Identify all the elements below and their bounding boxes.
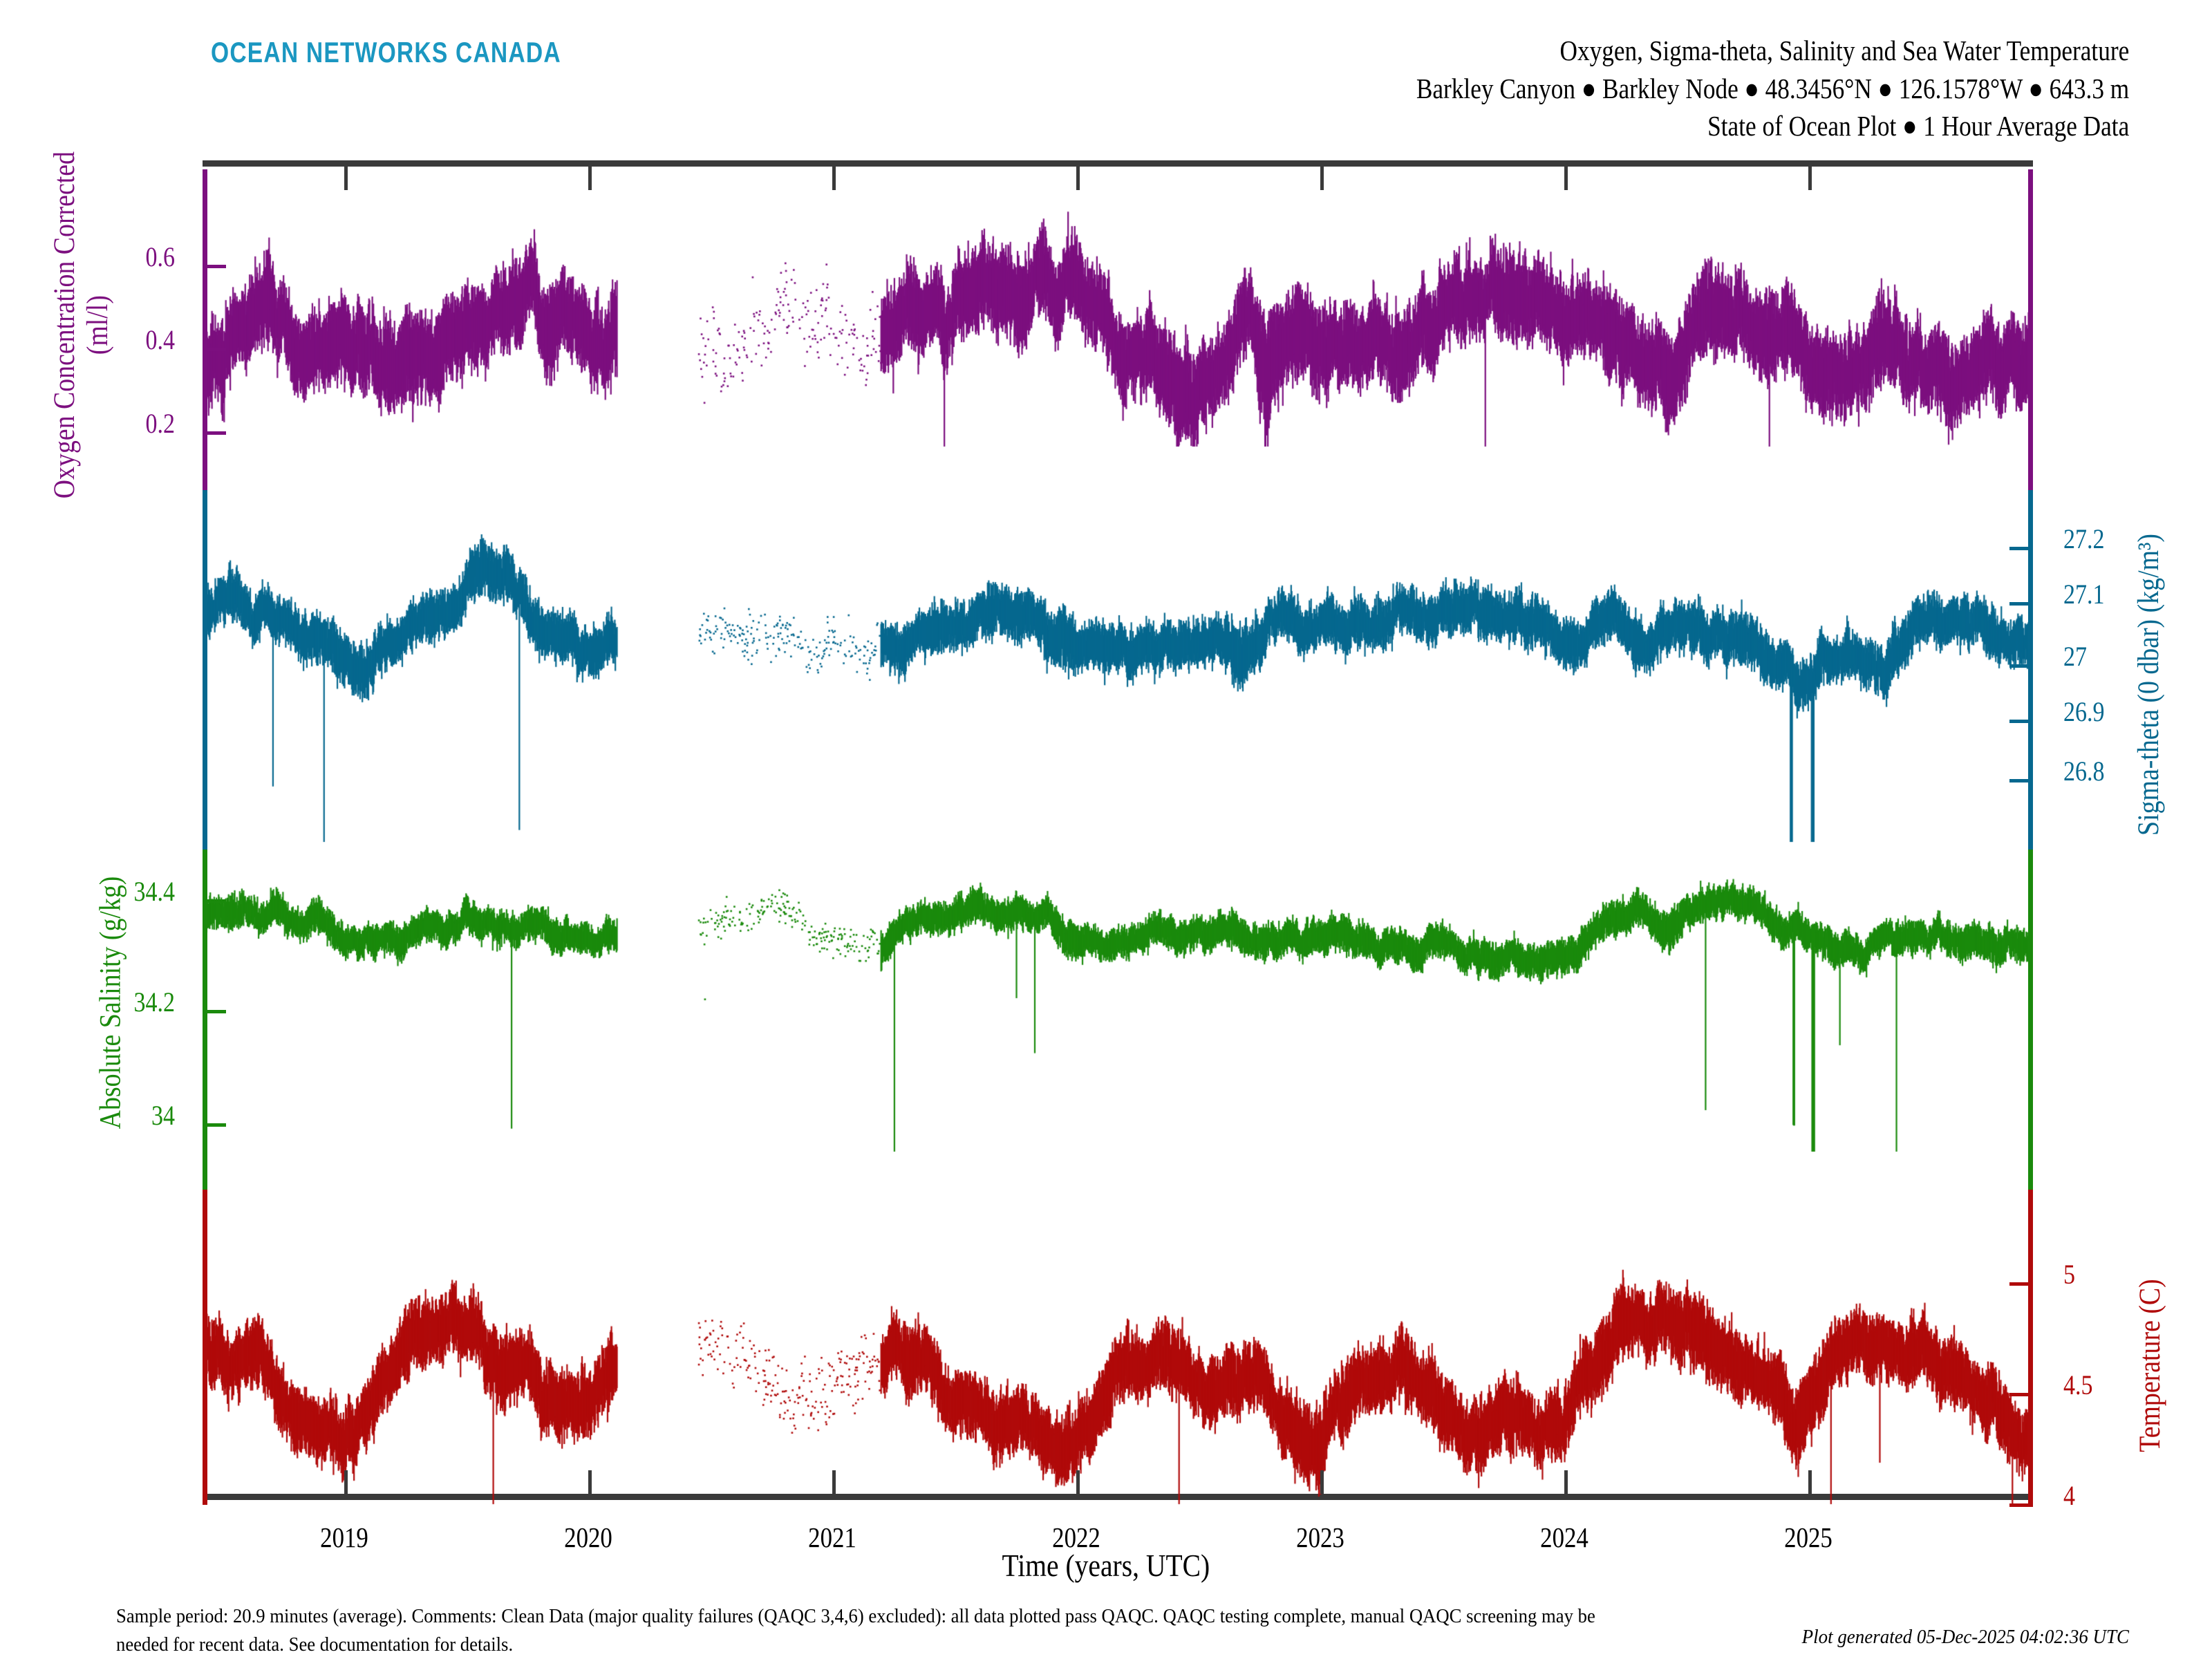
tick-label-sigma-3: 26.9 [2063,696,2105,727]
x-tick-bottom-5 [1564,1470,1568,1494]
ocean-networks-canada-logo: OCEAN NETWORKS CANADA [211,36,561,68]
axis-spine-sigma [2028,490,2033,850]
tick-sigma-4 [2009,779,2033,782]
x-tick-bottom-1 [588,1470,592,1494]
x-tick-top-3 [1076,167,1080,190]
tick-oxygen-1 [203,348,226,351]
axis-spine-temperature [2028,1190,2033,1505]
tick-temperature-1 [2009,1393,2033,1396]
plot-generated-timestamp: Plot generated 05-Dec-2025 04:02:36 UTC [1801,1626,2129,1648]
tick-label-oxygen-0: 0.6 [145,241,176,272]
tick-label-salinity-0: 34.4 [133,876,176,907]
x-tick-top-6 [1808,167,1812,190]
x-tick-label-6: 2025 [1784,1521,1833,1553]
x-tick-top-2 [832,167,836,190]
tick-label-temperature-2: 4 [2063,1480,2075,1511]
axis-spine-oxygen [203,169,207,490]
tick-sigma-2 [2009,664,2033,668]
tick-oxygen-2 [203,431,226,435]
x-tick-label-3: 2022 [1052,1521,1100,1553]
tick-label-salinity-1: 34.2 [133,986,176,1018]
plot-frame [203,160,2033,1507]
x-tick-top-5 [1564,167,1568,190]
tick-label-temperature-0: 5 [2063,1259,2075,1290]
x-tick-top-4 [1320,167,1324,190]
axis-spine-mirror-temperature [203,1190,207,1505]
x-tick-label-2: 2021 [808,1521,856,1553]
x-tick-label-5: 2024 [1540,1521,1588,1553]
tick-label-sigma-1: 27.1 [2063,579,2105,610]
axis-title-time-text: Time (years, UTC) [1002,1548,1210,1583]
tick-temperature-2 [2009,1503,2033,1507]
tick-sigma-0 [2009,547,2033,550]
tick-label-oxygen-1: 0.4 [145,324,176,355]
time-series-canvas [203,167,2033,1506]
tick-salinity-2 [203,1123,226,1127]
footer-note: Sample period: 20.9 minutes (average). C… [116,1605,1595,1656]
tick-label-sigma-2: 27 [2063,641,2087,672]
tick-label-oxygen-2: 0.2 [145,408,176,439]
tick-label-salinity-2: 34 [151,1100,175,1131]
axis-spine-mirror-oxygen [2028,169,2033,490]
tick-sigma-3 [2009,720,2033,723]
x-tick-label-4: 2023 [1296,1521,1344,1553]
chart-title-block: Oxygen, Sigma-theta, Salinity and Sea Wa… [1300,32,2129,145]
x-tick-bottom-2 [832,1470,836,1494]
tick-salinity-1 [203,1010,226,1013]
tick-oxygen-0 [203,265,226,268]
tick-label-temperature-1: 4.5 [2063,1369,2093,1400]
axis-title-time: Time (years, UTC) [0,1547,2212,1584]
axis-title-temperature: Temperature (C) [2133,1278,2166,1452]
chart-title-line-1: Oxygen, Sigma-theta, Salinity and Sea Wa… [1559,35,2129,66]
x-tick-bottom-3 [1076,1470,1080,1494]
x-tick-label-1: 2020 [563,1521,612,1553]
tick-label-sigma-4: 26.8 [2063,756,2105,787]
tick-label-sigma-0: 27.2 [2063,523,2105,554]
tick-sigma-1 [2009,602,2033,606]
x-tick-bottom-0 [344,1470,348,1494]
axis-spine-salinity [203,850,207,1190]
axis-spine-mirror-salinity [2028,850,2033,1190]
axis-spine-mirror-sigma [203,490,207,850]
x-tick-bottom-4 [1320,1470,1324,1494]
x-tick-label-0: 2019 [319,1521,368,1553]
x-tick-top-0 [344,167,348,190]
tick-salinity-0 [203,899,226,903]
x-tick-bottom-6 [1808,1470,1812,1494]
chart-title-line-3: State of Ocean Plot ● 1 Hour Average Dat… [1707,110,2129,142]
axis-title-oxygen-l1: Oxygen Concentration Corrected [48,151,81,499]
tick-temperature-0 [2009,1282,2033,1286]
chart-title-line-2: Barkley Canyon ● Barkley Node ● 48.3456°… [1416,72,2129,104]
x-tick-top-1 [588,167,592,190]
